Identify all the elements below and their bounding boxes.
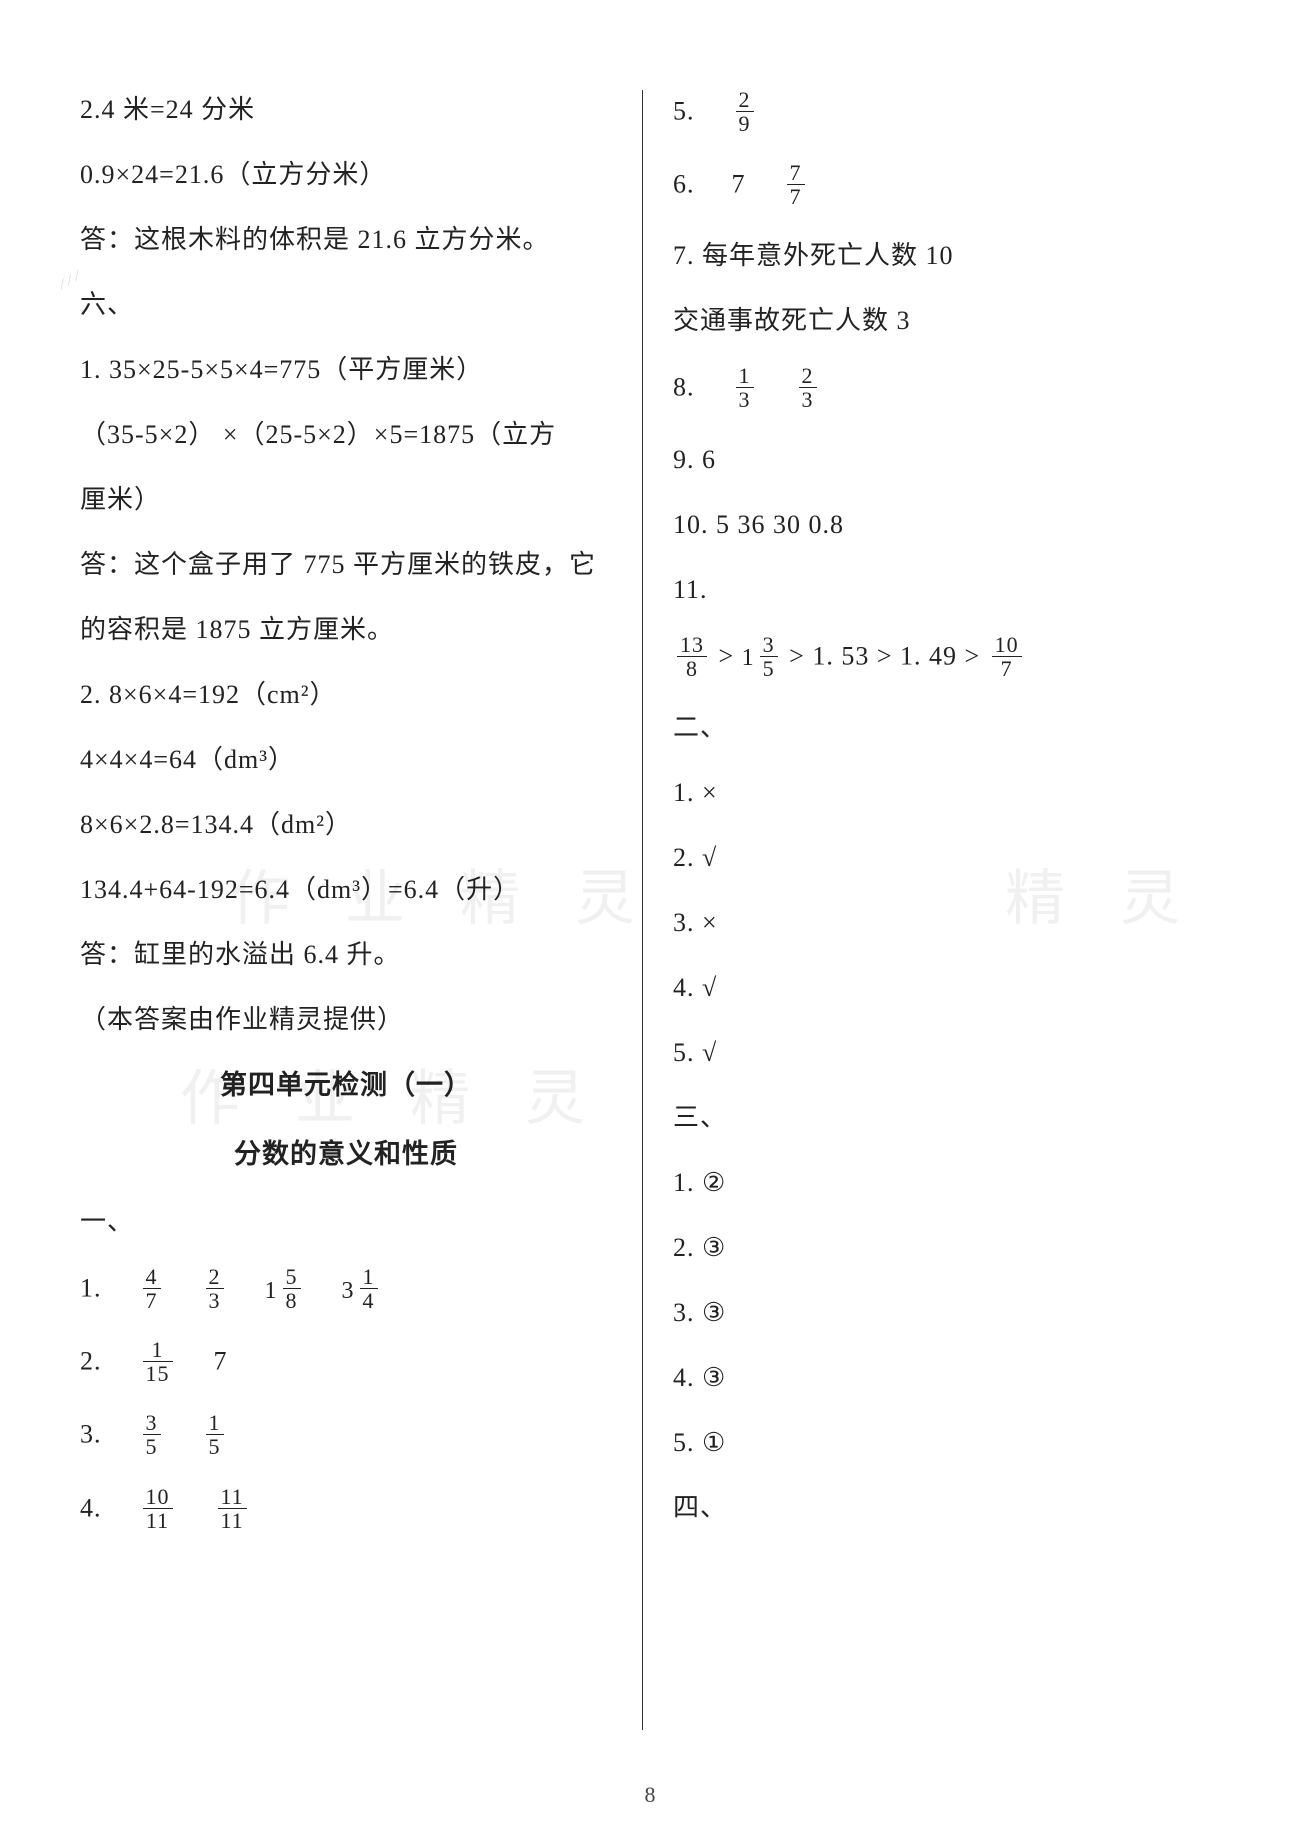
text-line: 3. ③: [673, 1293, 1205, 1332]
text-line: 10. 5 36 30 0.8: [673, 505, 1205, 544]
unit-heading: 第四单元检测（一）: [80, 1065, 612, 1106]
text-line: （35-5×2） ×（25-5×2）×5=1875（立方: [80, 415, 612, 454]
text-line: 答：这个盒子用了 775 平方厘米的铁皮，它: [80, 545, 612, 584]
fraction: 1011: [143, 1485, 173, 1532]
answer-line: 1. 47 23 158 314: [80, 1267, 612, 1314]
text-line: 2. 8×6×4=192（cm²）: [80, 675, 612, 714]
text-line: 交通事故死亡人数 3: [673, 301, 1205, 340]
item-label: 1.: [80, 1274, 102, 1303]
fraction: 23: [799, 364, 817, 411]
mixed-int: 1: [742, 640, 755, 676]
section-marker: 三、: [673, 1098, 1205, 1137]
mixed-int: 3: [342, 1273, 355, 1309]
text-line: 11.: [673, 570, 1205, 609]
text-line: 4. ③: [673, 1358, 1205, 1397]
text-line: 1. 35×25-5×5×4=775（平方厘米）: [80, 350, 612, 389]
fraction: 35: [760, 633, 778, 680]
operator: > 1. 53 > 1. 49 >: [789, 641, 988, 670]
unit-subheading: 分数的意义和性质: [80, 1134, 612, 1175]
fraction: 13: [736, 364, 754, 411]
text-line: 1. ②: [673, 1163, 1205, 1202]
item-label: 3.: [80, 1420, 102, 1449]
text-line: 1. ×: [673, 773, 1205, 812]
section-marker: 一、: [80, 1202, 612, 1241]
text-line: 9. 6: [673, 440, 1205, 479]
operator: >: [719, 641, 742, 670]
fraction: 1111: [218, 1485, 247, 1532]
section-marker: 四、: [673, 1488, 1205, 1527]
answer-line: 2. 115 7: [80, 1340, 612, 1387]
text-line: 5. √: [673, 1033, 1205, 1072]
text-line: 2.4 米=24 分米: [80, 90, 612, 129]
text-line: 8×6×2.8=134.4（dm²）: [80, 805, 612, 844]
item-label: 6.: [673, 170, 695, 199]
fraction: 14: [360, 1265, 378, 1312]
text-line: 答：缸里的水溢出 6.4 升。: [80, 935, 612, 974]
text-line: 7. 每年意外死亡人数 10: [673, 236, 1205, 275]
item-label: 5.: [673, 97, 695, 126]
fraction: 35: [143, 1411, 161, 1458]
item-label: 4.: [80, 1493, 102, 1522]
text-line: 3. ×: [673, 903, 1205, 942]
fraction: 58: [283, 1265, 301, 1312]
fraction: 47: [143, 1265, 161, 1312]
answer-line: 5. 29: [673, 90, 1205, 137]
section-marker: 六、: [80, 285, 612, 324]
item-label: 2.: [80, 1347, 102, 1376]
section-marker: 二、: [673, 708, 1205, 747]
value: 7: [214, 1347, 228, 1376]
text-line: 2. √: [673, 838, 1205, 877]
text-line: 厘米）: [80, 480, 612, 519]
right-column: 5. 29 6. 7 77 7. 每年意外死亡人数 10 交通事故死亡人数 3 …: [643, 90, 1230, 1730]
answer-line: 4. 1011 1111: [80, 1487, 612, 1534]
text-line: 0.9×24=21.6（立方分米）: [80, 155, 612, 194]
value: 7: [732, 170, 746, 199]
text-line: 的容积是 1875 立方厘米。: [80, 610, 612, 649]
text-line: 2. ③: [673, 1228, 1205, 1267]
text-line: 4×4×4=64（dm³）: [80, 740, 612, 779]
text-line: 134.4+64-192=6.4（dm³）=6.4（升）: [80, 870, 612, 909]
fraction: 29: [736, 88, 754, 135]
fraction: 77: [787, 161, 805, 208]
page-columns: 2.4 米=24 分米 0.9×24=21.6（立方分米） 答：这根木料的体积是…: [70, 90, 1230, 1730]
text-line: 4. √: [673, 968, 1205, 1007]
text-line: 答：这根木料的体积是 21.6 立方分米。: [80, 220, 612, 259]
left-column: 2.4 米=24 分米 0.9×24=21.6（立方分米） 答：这根木料的体积是…: [70, 90, 643, 1730]
fraction: 107: [992, 633, 1022, 680]
answer-line: 8. 13 23: [673, 366, 1205, 413]
mixed-int: 1: [265, 1273, 278, 1309]
page-number: 8: [645, 1782, 656, 1808]
fraction: 138: [677, 633, 707, 680]
text-line: （本答案由作业精灵提供）: [80, 1000, 612, 1039]
fraction: 115: [143, 1338, 173, 1385]
text-line: 5. ①: [673, 1423, 1205, 1462]
inequality-line: 138 > 135 > 1. 53 > 1. 49 > 107: [673, 635, 1205, 682]
fraction: 23: [206, 1265, 224, 1312]
answer-line: 6. 7 77: [673, 163, 1205, 210]
item-label: 8.: [673, 373, 695, 402]
answer-line: 3. 35 15: [80, 1413, 612, 1460]
fraction: 15: [206, 1411, 224, 1458]
